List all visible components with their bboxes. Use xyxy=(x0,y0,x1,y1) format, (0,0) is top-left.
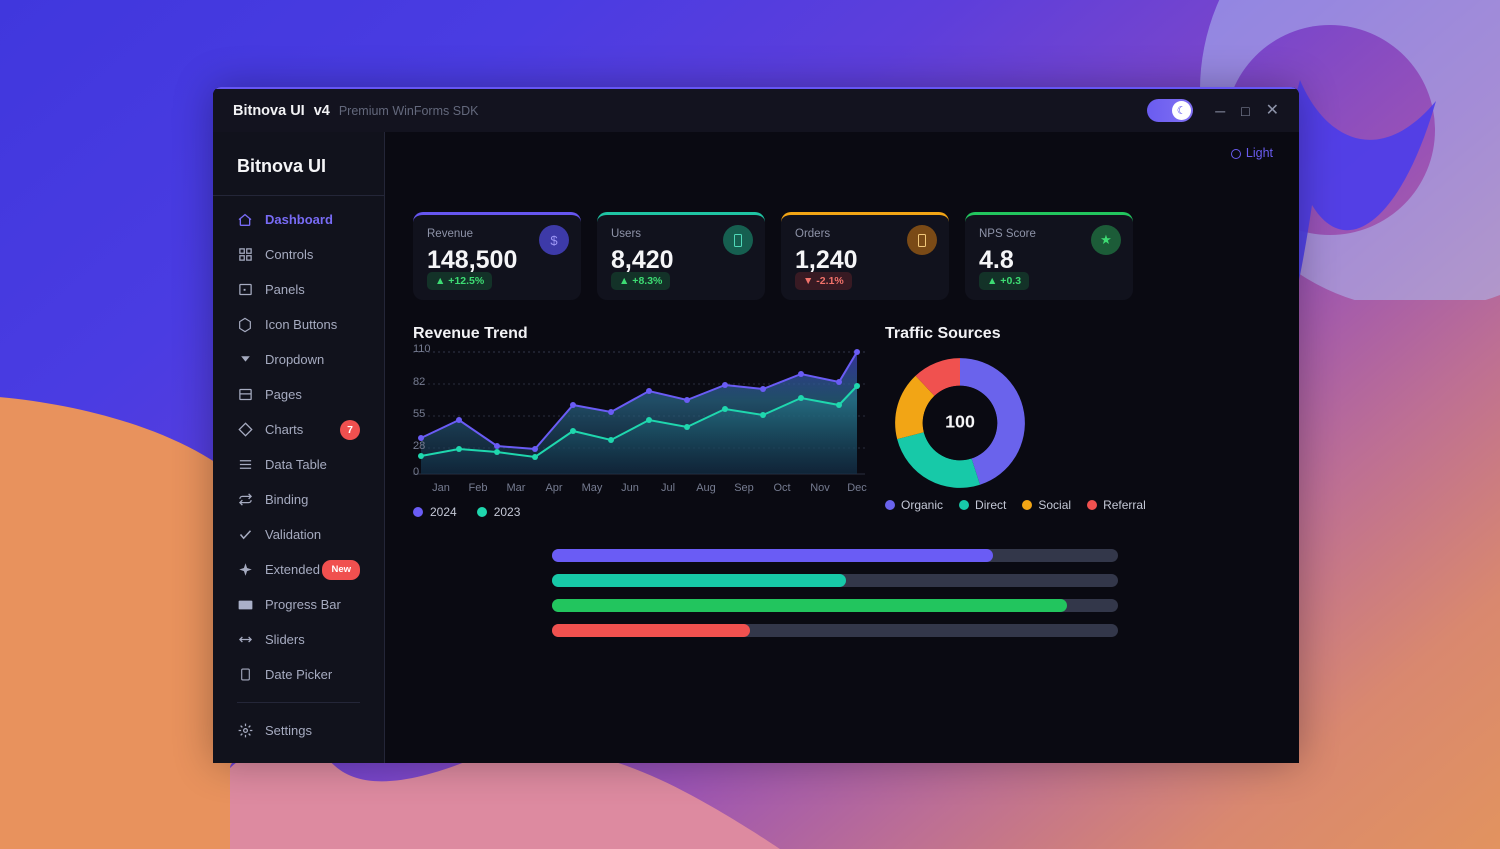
svg-text:100: 100 xyxy=(945,411,975,431)
